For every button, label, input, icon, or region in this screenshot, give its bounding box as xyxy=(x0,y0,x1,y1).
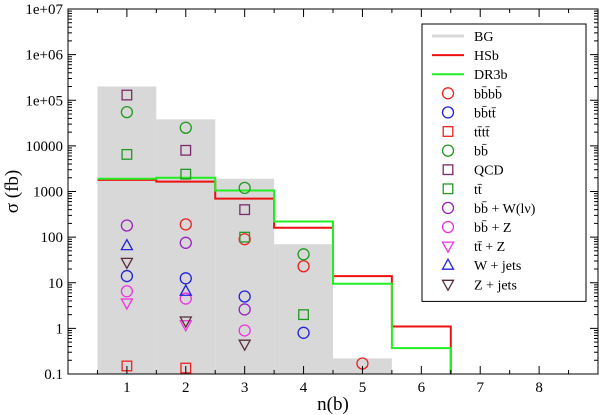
tt-square-point xyxy=(239,231,251,243)
bb-w-l-circle-point xyxy=(120,219,134,232)
y-tick-label: 0.1 xyxy=(44,367,63,383)
z-jets-triangle-down-point xyxy=(120,257,134,270)
legend-label: bb̄tt̄ xyxy=(474,105,497,121)
bg-bin xyxy=(97,86,157,374)
legend-label: bb̄ + W(lν) xyxy=(474,201,536,217)
legend-swatch-bb-w-l-circle xyxy=(441,201,455,215)
w-jets-triangle-up-point xyxy=(120,238,134,251)
legend-swatch-z-jets-triangle-down xyxy=(441,279,455,292)
x-tick-label: 8 xyxy=(535,380,543,396)
y-tick-label: 1000 xyxy=(33,185,63,201)
y-tick-label: 10000 xyxy=(26,139,64,155)
x-tick-label: 7 xyxy=(476,380,484,396)
x-tick-label: 5 xyxy=(359,380,367,396)
histogram-lines-layer xyxy=(97,176,452,374)
bb-circle-point xyxy=(297,248,310,261)
x-tick-label: 3 xyxy=(241,380,249,396)
bb-circle-point xyxy=(120,105,134,119)
bb-bb-circle-point xyxy=(297,260,310,273)
legend-label: bb̄bb̄ xyxy=(474,86,502,102)
bb-bb-circle-point xyxy=(179,218,192,231)
legend-label: tt̄ + Z xyxy=(474,240,505,255)
tt-square-point xyxy=(180,168,192,180)
tt-square-point xyxy=(121,148,133,160)
z-jets-triangle-down-point xyxy=(238,339,252,352)
legend-box xyxy=(421,23,587,302)
y-tick-label: 10 xyxy=(48,276,63,292)
bb-tt-circle-point xyxy=(238,290,251,303)
legend-label: QCD xyxy=(474,164,504,179)
legend-swatch-tt-tt-square xyxy=(442,126,454,137)
bg-bin xyxy=(215,178,275,374)
qcd-square-point xyxy=(239,204,251,216)
legend-swatch-bb-bb-circle xyxy=(441,87,455,100)
bb-w-l-circle-point xyxy=(238,303,251,316)
bg-bin xyxy=(156,119,216,375)
x-tick-label: 2 xyxy=(182,380,190,396)
y-tick-label: 1e+06 xyxy=(25,48,63,64)
data-markers-layer xyxy=(120,89,369,374)
x-tick-label: 4 xyxy=(300,380,308,396)
bb-w-l-circle-point xyxy=(179,236,192,249)
legend-label: DR3b xyxy=(474,68,507,83)
bg-bin xyxy=(274,244,333,374)
legend-swatch-w-jets-triangle-up xyxy=(441,257,455,270)
y-axis-title: σ (fb) xyxy=(2,170,23,213)
legend-label: HSb xyxy=(474,49,499,64)
legend-swatch-bb-circle xyxy=(441,144,455,157)
bb-tt-circle-point xyxy=(120,269,134,283)
x-tick-label: 1 xyxy=(123,380,131,396)
bb-z-circle-point xyxy=(120,285,134,298)
legend: BG HSb DR3b bb̄bb̄ bb̄tt̄ tt̄tt̄ bb̄ QCD tt̄ bb̄ … xyxy=(421,23,587,302)
legend-label: W + jets xyxy=(474,259,521,274)
legend-swatch-qcd-square xyxy=(442,164,454,176)
tt-z-triangle-down-point xyxy=(120,298,134,311)
x-tick-label: 6 xyxy=(418,380,426,396)
legend-label: bb̄ + Z xyxy=(474,220,511,236)
legend-swatch-bb-tt-circle xyxy=(441,106,455,119)
axis-ticks-layer: 1 2 3 4 5 6 7 8 0.1 1 10 100 1000 10000 1e+05 1e+06 1e+0… xyxy=(25,2,599,396)
dr3b-step-line xyxy=(97,176,452,374)
x-axis-title: n(b) xyxy=(317,394,349,415)
bb-circle-point xyxy=(238,181,251,195)
bb-circle-point xyxy=(179,121,192,134)
background-histogram-layer xyxy=(97,86,392,375)
bb-bb-circle-point xyxy=(238,233,251,246)
legend-label: tt̄ xyxy=(474,183,483,198)
legend-swatch-tt-square xyxy=(442,183,454,195)
legend-label: tt̄tt̄ xyxy=(474,126,491,141)
z-jets-triangle-down-point xyxy=(179,316,193,329)
legend-swatch-bb-z-circle xyxy=(441,220,455,234)
y-tick-label: 1e+07 xyxy=(25,2,63,18)
y-tick-label: 1 xyxy=(56,321,64,337)
legend-label: Z + jets xyxy=(474,278,517,293)
bb-tt-circle-point xyxy=(179,272,192,285)
tt-square-point xyxy=(298,309,310,321)
tt-z-triangle-down-point xyxy=(179,320,193,333)
bb-z-circle-point xyxy=(238,324,251,337)
bb-z-circle-point xyxy=(179,292,192,305)
y-tick-label: 1e+05 xyxy=(25,93,63,109)
legend-label: BG xyxy=(474,30,493,45)
bb-tt-circle-point xyxy=(297,326,310,339)
y-tick-label: 100 xyxy=(41,230,64,246)
qcd-square-point xyxy=(180,144,192,156)
legend-label: bb̄ xyxy=(474,143,488,159)
w-jets-triangle-up-point xyxy=(179,283,193,296)
legend-swatch-tt-z-triangle-down xyxy=(441,241,455,254)
qcd-square-point xyxy=(121,89,133,101)
